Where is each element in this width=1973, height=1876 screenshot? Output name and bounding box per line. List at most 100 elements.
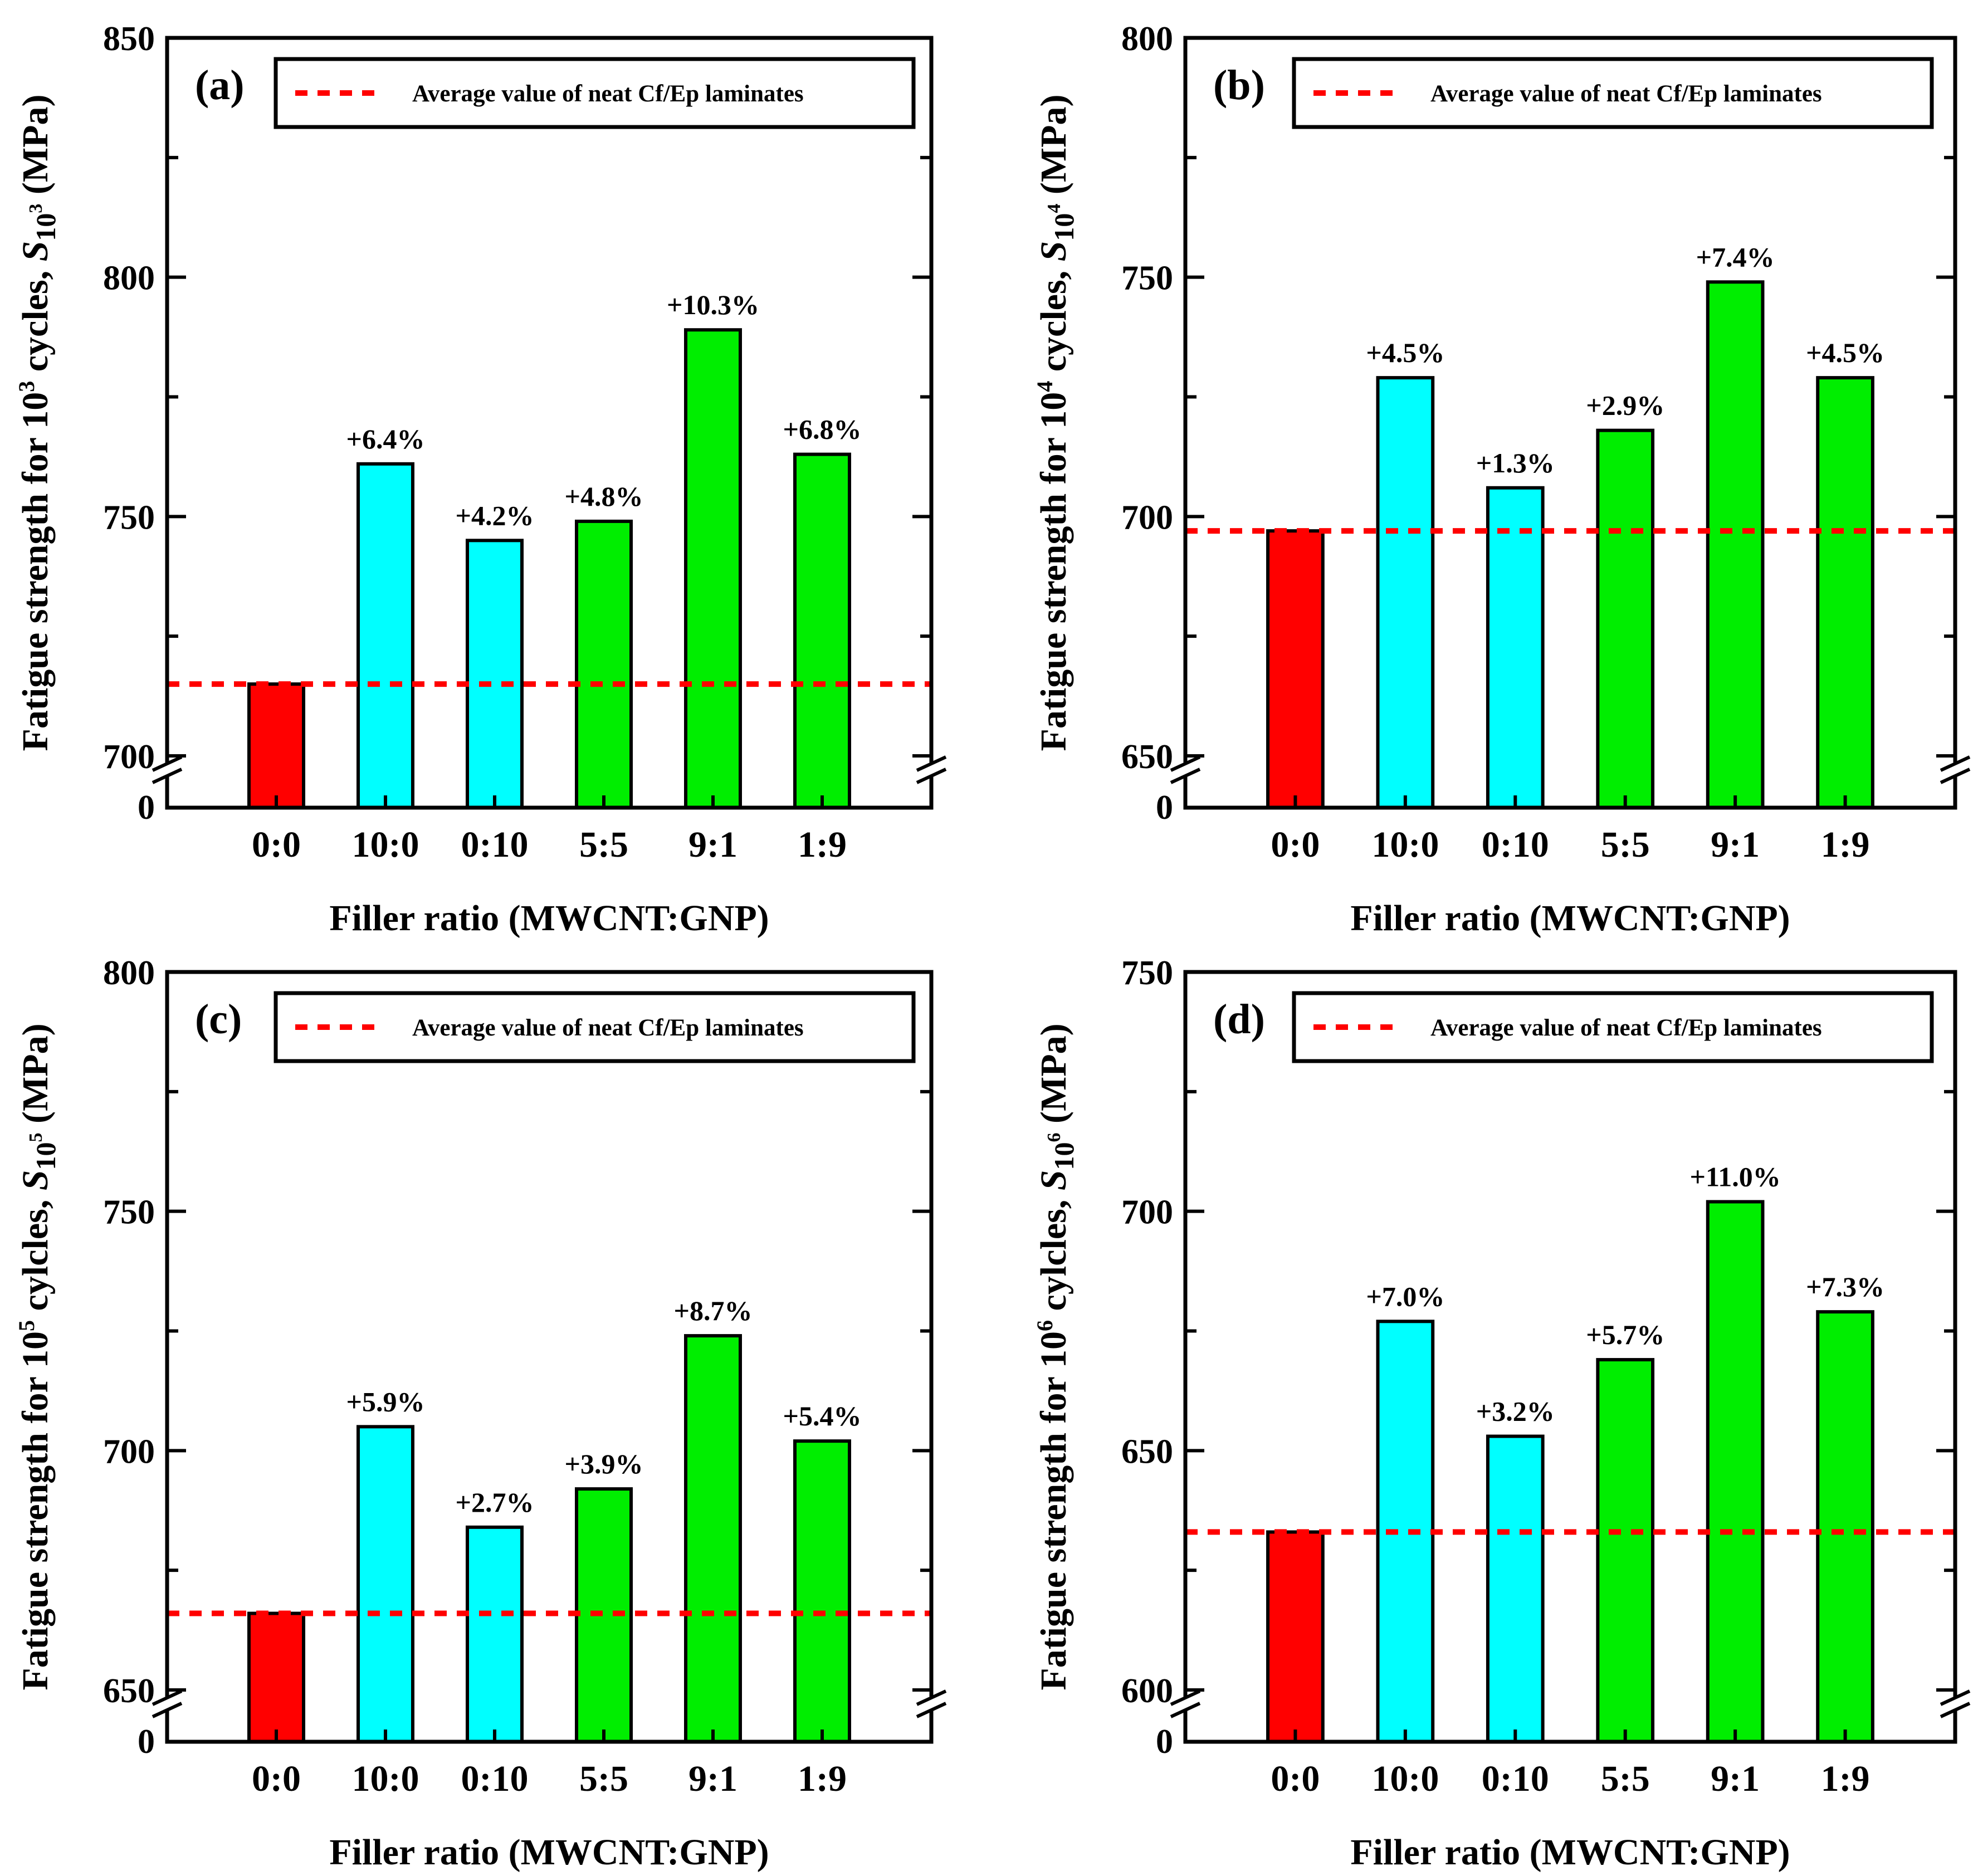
y-tick-label-zero: 0 [1156, 789, 1173, 827]
legend-box [1292, 57, 1934, 129]
x-tick-label: 10:0 [352, 1758, 419, 1799]
bar-10-0 [356, 462, 414, 809]
legend-text: Average value of neat Cf/Ep laminates [1430, 81, 1822, 107]
bar-percent-label: +4.5% [1806, 337, 1884, 368]
y-tick-label: 600 [1121, 1672, 1173, 1710]
bar-percent-label: +2.7% [456, 1487, 534, 1518]
panel-label: (d) [1213, 996, 1265, 1043]
bar-10-0 [356, 1425, 414, 1744]
plot-frame [1183, 970, 1957, 1744]
x-tick-label: 0:0 [1271, 1758, 1320, 1799]
bar-percent-label: +7.0% [1366, 1281, 1444, 1312]
y-axis-label: Fatigue strength for 105 cylcles, S105 (… [14, 1023, 61, 1690]
bar-5-5 [1596, 1358, 1655, 1744]
bar-percent-label: +10.3% [667, 289, 759, 320]
y-tick-label: 700 [1121, 499, 1173, 536]
x-tick-label: 10:0 [352, 824, 419, 865]
axis-break-slash [1940, 755, 1971, 772]
x-tick-label: 1:9 [1821, 824, 1870, 865]
bar-0-10 [466, 1525, 524, 1743]
x-tick-label: 0:0 [252, 824, 301, 865]
x-axis-label: Filler ratio (MWCNT:GNP) [329, 898, 769, 939]
axis-break-slash [916, 1689, 947, 1706]
bar-percent-label: +4.8% [565, 481, 643, 512]
x-tick-label: 0:10 [461, 1758, 529, 1799]
x-tick-label: 0:0 [1271, 824, 1320, 865]
bar-percent-label: +4.5% [1366, 337, 1444, 368]
x-tick-label: 9:1 [1711, 1758, 1760, 1799]
x-tick-label: 5:5 [579, 824, 628, 865]
chart-panel-d: 0:0 +7.0% 10:0 +3.2% 0:10 +5.7% 5:5 +11.0% 9:1 +7… [1032, 954, 1971, 1873]
plot-frame [165, 970, 934, 1744]
bar-9-1 [684, 328, 742, 809]
y-tick-label: 700 [1121, 1194, 1173, 1232]
x-tick-label: 0:10 [1482, 1758, 1549, 1799]
panel-label: (c) [195, 996, 242, 1043]
bar-1-9 [793, 1439, 851, 1744]
axis-break-slash [1170, 1702, 1201, 1718]
y-tick-label-zero: 0 [138, 1723, 155, 1761]
chart-panel-a: 0:0 +6.4% 10:0 +4.2% 0:10 +4.8% 5:5 +10.3% 9:1 +6… [14, 20, 947, 939]
bar-9-1 [1706, 1200, 1765, 1743]
x-tick-label: 1:9 [798, 824, 847, 865]
x-tick-label: 1:9 [798, 1758, 847, 1799]
legend-box [274, 991, 916, 1063]
axis-break-slash [1170, 755, 1201, 772]
bar-percent-label: +2.9% [1586, 390, 1664, 421]
axis-break-slash [916, 1702, 947, 1718]
plot-frame [165, 36, 934, 810]
bar-1-9 [1816, 376, 1874, 809]
bar-10-0 [1376, 376, 1435, 809]
x-tick-label: 5:5 [1601, 1758, 1650, 1799]
legend-text: Average value of neat Cf/Ep laminates [1430, 1015, 1822, 1041]
bar-percent-label: +5.7% [1586, 1319, 1664, 1350]
bar-percent-label: +6.8% [783, 414, 862, 445]
legend-box [1292, 991, 1934, 1063]
y-tick-label: 800 [103, 260, 155, 297]
bar-9-1 [684, 1334, 742, 1743]
x-tick-label: 10:0 [1371, 1758, 1439, 1799]
x-tick-label: 9:1 [688, 824, 738, 865]
x-tick-label: 9:1 [1711, 824, 1760, 865]
bar-percent-label: +5.4% [783, 1400, 862, 1432]
bar-0-10 [1486, 486, 1545, 809]
bar-9-1 [1706, 280, 1765, 809]
bar-percent-label: +7.4% [1696, 241, 1775, 272]
bar-0-10 [1486, 1434, 1545, 1743]
bar-5-5 [575, 519, 633, 809]
axis-break-slash [1170, 1689, 1201, 1706]
y-tick-label: 800 [103, 954, 155, 992]
bar-0-10 [466, 539, 524, 809]
x-tick-label: 5:5 [1601, 824, 1650, 865]
x-tick-label: 5:5 [579, 1758, 628, 1799]
bar-percent-label: +7.3% [1806, 1271, 1884, 1302]
legend-text: Average value of neat Cf/Ep laminates [412, 1015, 804, 1041]
bar-percent-label: +3.9% [565, 1448, 643, 1479]
bar-0-0 [247, 1611, 305, 1743]
x-tick-label: 1:9 [1821, 1758, 1870, 1799]
x-axis-label: Filler ratio (MWCNT:GNP) [329, 1832, 769, 1873]
y-tick-label: 700 [103, 1433, 155, 1470]
bar-0-0 [1266, 1530, 1325, 1743]
y-axis-label: Fatigue strength for 106 cylcles, S106 (… [1032, 1023, 1080, 1690]
plot-frame [1183, 36, 1957, 810]
y-tick-label: 800 [1121, 20, 1173, 58]
chart-panel-b: 0:0 +4.5% 10:0 +1.3% 0:10 +2.9% 5:5 +7.4% 9:1 +4.… [1032, 20, 1971, 939]
bar-1-9 [793, 452, 851, 809]
bar-percent-label: +8.7% [674, 1295, 753, 1326]
bar-percent-label: +3.2% [1476, 1396, 1555, 1427]
y-tick-label: 850 [103, 20, 155, 58]
bar-percent-label: +4.2% [456, 500, 534, 531]
y-tick-label: 700 [103, 738, 155, 776]
axis-break-slash [152, 768, 183, 784]
bar-percent-label: +5.9% [346, 1386, 425, 1417]
x-axis-label: Filler ratio (MWCNT:GNP) [1350, 1832, 1790, 1873]
bar-percent-label: +11.0% [1690, 1161, 1781, 1192]
y-axis-label: Fatigue strength for 104 cycles, S104 (M… [1032, 95, 1080, 751]
bar-0-0 [1266, 529, 1325, 809]
x-tick-label: 0:10 [1482, 824, 1549, 865]
bar-percent-label: +1.3% [1476, 447, 1555, 478]
bar-5-5 [1596, 428, 1655, 809]
axis-break-slash [152, 755, 183, 772]
